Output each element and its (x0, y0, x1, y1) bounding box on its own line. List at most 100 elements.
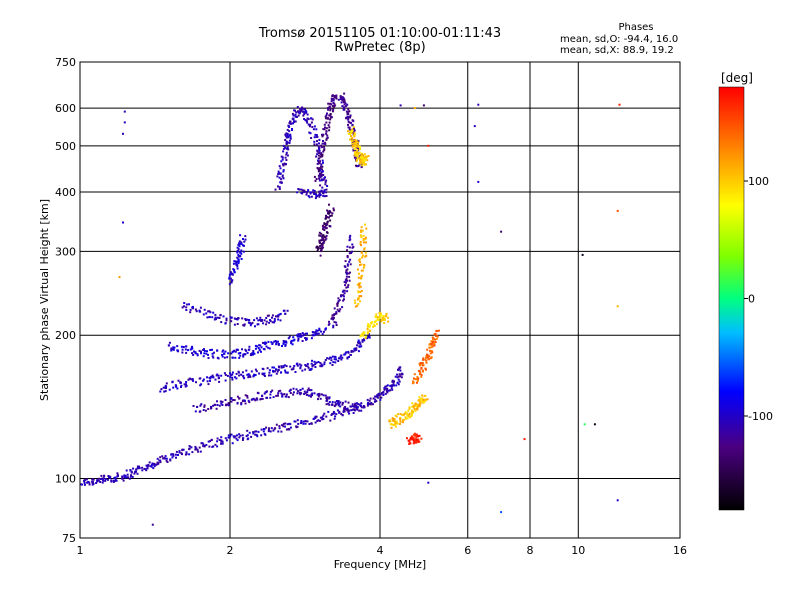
data-point (234, 435, 237, 438)
colorbar (718, 86, 745, 511)
data-point (320, 239, 322, 242)
data-point (342, 97, 345, 100)
data-point (241, 244, 244, 247)
data-point (283, 393, 286, 396)
data-point (206, 380, 209, 383)
data-point (348, 279, 351, 282)
data-point (313, 136, 316, 139)
data-point (318, 146, 321, 149)
data-point (361, 161, 364, 164)
data-point (278, 176, 281, 179)
data-point (218, 439, 221, 441)
data-point (322, 133, 325, 136)
data-point (199, 384, 202, 387)
data-point (352, 408, 355, 411)
data-point (204, 409, 207, 412)
data-point (320, 171, 323, 174)
data-point (317, 159, 319, 162)
data-point (364, 251, 367, 254)
data-point (357, 303, 360, 305)
data-point (346, 249, 348, 252)
data-point (277, 185, 279, 188)
data-point (394, 375, 397, 378)
data-point (299, 333, 302, 335)
data-point (353, 147, 356, 150)
data-point (116, 474, 119, 477)
data-point (366, 331, 369, 334)
data-point (248, 321, 251, 324)
data-point (212, 356, 215, 359)
data-point (318, 142, 320, 145)
data-point (231, 356, 234, 359)
data-point (418, 399, 421, 401)
data-point (297, 188, 300, 190)
data-point (303, 390, 306, 393)
data-point (306, 420, 309, 423)
data-point (230, 352, 233, 355)
data-point (307, 189, 310, 192)
data-point (349, 271, 351, 274)
data-point (352, 245, 355, 248)
data-point (305, 120, 308, 123)
data-point (236, 260, 239, 263)
data-point (340, 412, 343, 415)
data-point (244, 402, 247, 405)
data-point (314, 363, 317, 366)
data-point (236, 348, 239, 351)
data-point (352, 128, 355, 131)
data-point (324, 143, 327, 146)
data-point (366, 327, 369, 330)
data-point (330, 356, 333, 359)
data-point (232, 399, 235, 401)
data-point (207, 440, 210, 443)
data-point (298, 335, 301, 338)
data-point (220, 374, 223, 377)
data-point (88, 481, 91, 484)
data-point (334, 415, 337, 418)
data-point (329, 109, 332, 112)
data-point (341, 98, 344, 101)
data-point (353, 140, 356, 143)
data-point (326, 134, 329, 137)
data-point (329, 102, 332, 105)
data-point (224, 404, 227, 407)
data-point (351, 142, 354, 145)
data-point (329, 114, 332, 117)
data-point (247, 373, 250, 376)
data-point (389, 420, 392, 423)
data-point (363, 247, 366, 250)
data-point (345, 275, 348, 278)
data-point (404, 411, 407, 414)
data-point (353, 142, 356, 144)
data-point (285, 365, 288, 368)
data-point (414, 402, 417, 405)
data-point (320, 363, 323, 366)
data-point (266, 367, 269, 370)
data-point (397, 413, 400, 416)
data-point (196, 405, 199, 408)
data-point (415, 439, 418, 442)
data-point (320, 175, 323, 178)
data-point (235, 437, 238, 440)
y-tick-label: 500 (55, 140, 76, 153)
data-point (304, 364, 307, 366)
data-point (313, 193, 316, 195)
data-point (420, 375, 423, 378)
data-point (282, 144, 285, 147)
data-point (222, 349, 225, 352)
data-point (320, 243, 323, 246)
data-point (226, 374, 229, 377)
data-point (236, 256, 239, 259)
data-point (392, 419, 395, 422)
data-point (425, 355, 428, 358)
data-point (325, 179, 328, 182)
x-tick-label: 1 (77, 544, 84, 557)
data-point (282, 170, 285, 173)
data-point (162, 457, 165, 460)
data-point (361, 269, 364, 272)
data-point (333, 95, 336, 97)
data-point (334, 356, 337, 359)
data-point (312, 191, 315, 194)
data-point (239, 354, 242, 357)
data-point (347, 401, 350, 404)
